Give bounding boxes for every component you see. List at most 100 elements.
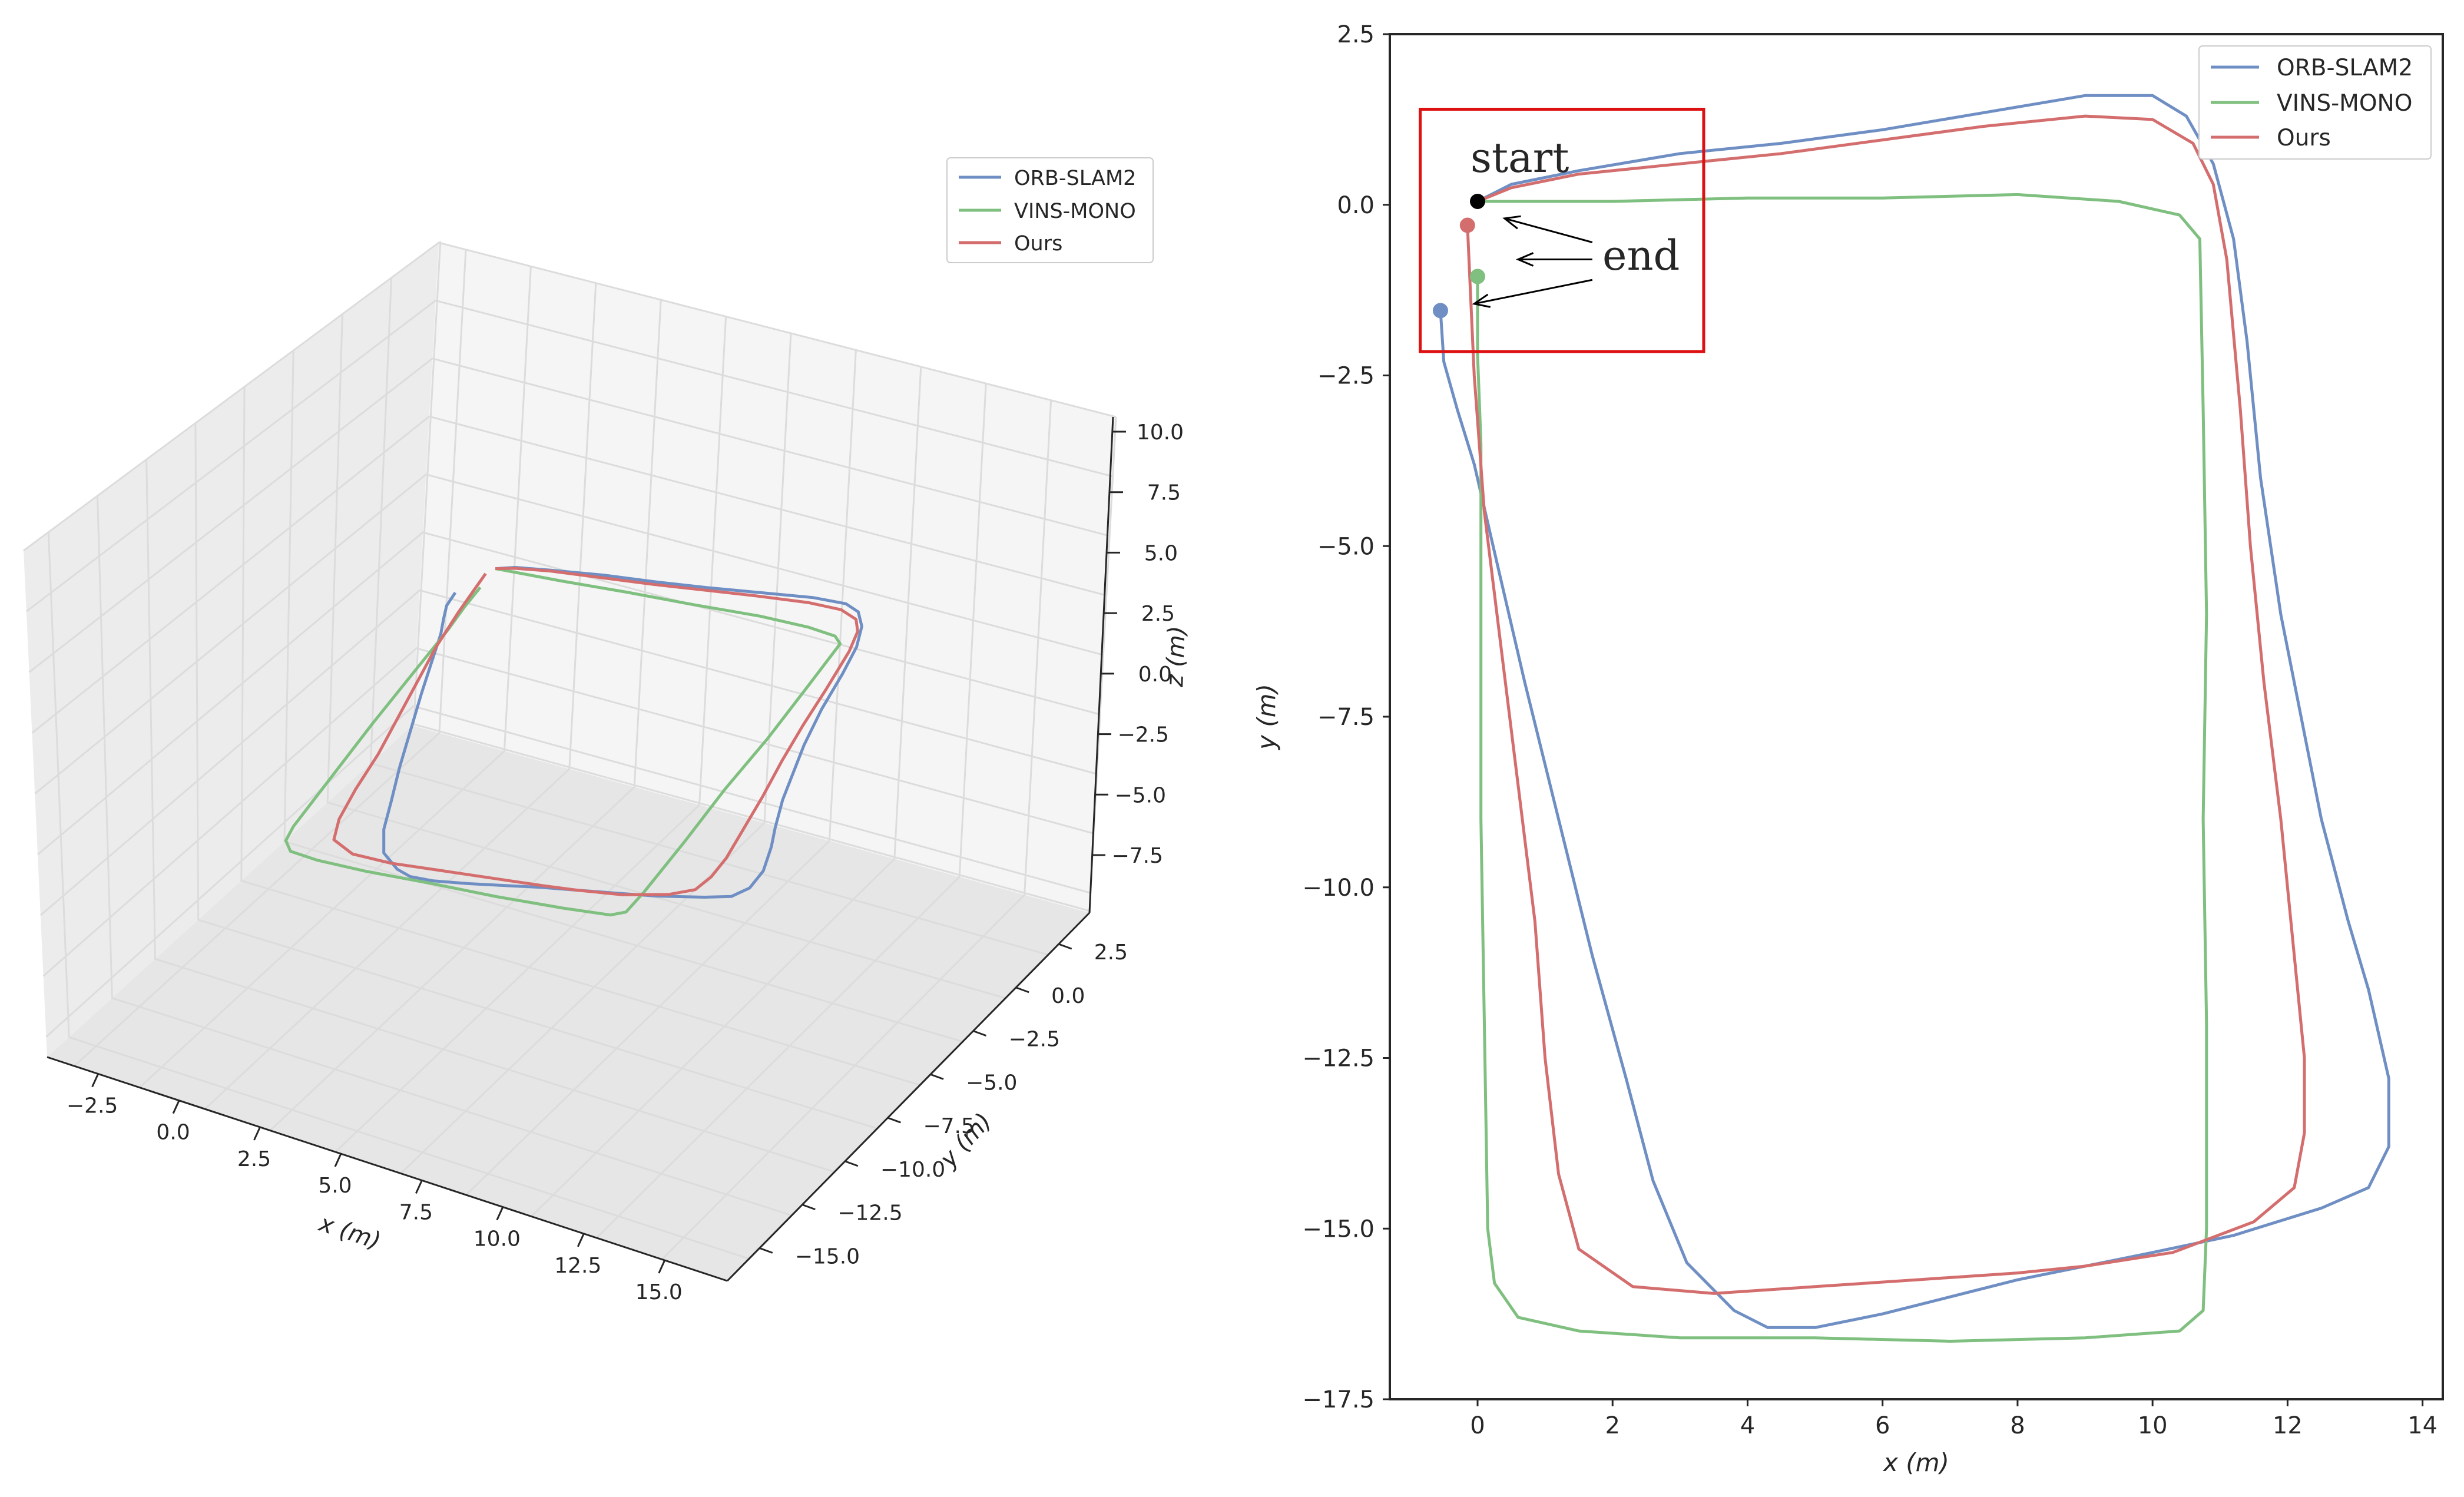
- trajectory-2d-orb-slam2: [1439, 94, 2390, 1329]
- legend-2d-orb-label: ORB-SLAM2: [2277, 55, 2413, 81]
- y2d-tick-label: 0.0: [1337, 192, 1375, 219]
- start-marker: [1470, 193, 1485, 209]
- x3d-label: x (m): [314, 1210, 383, 1255]
- grid3d-z-line: [34, 473, 1104, 794]
- y2d-tick-label: −2.5: [1317, 363, 1375, 390]
- grid3d-x-line: [531, 366, 922, 1217]
- grid3d-x-line: [465, 350, 857, 1196]
- grid3d-x-line: [139, 266, 532, 1088]
- 3d-ticks: −2.5 0.0 2.5 5.0 7.5 10.0 12.5 15.0 2.5 0.0 −2.5 −5…: [67, 420, 1184, 1304]
- grid3d-y-line: [47, 532, 750, 1260]
- 3d-trajectories: [284, 566, 863, 917]
- trajectory-3d-ours: [332, 567, 859, 896]
- x3d-tick: [496, 1206, 504, 1221]
- y-axis-line: [726, 912, 1091, 1282]
- x3d-tick-label: 5.0: [318, 1174, 352, 1198]
- legend-3d-ours-label: Ours: [1014, 232, 1062, 256]
- left-3d-plot: −2.5 0.0 2.5 5.0 7.5 10.0 12.5 15.0 2.5 0.0 −2.5 −5…: [23, 157, 1191, 1304]
- grid3d-z-line: [28, 357, 1110, 673]
- 2d-ticks: 0 2 4 6 8 10 12 14 2.5 0.0 −2.5 −5.0 −7.5 −10.0 −12.5 −…: [1302, 21, 2437, 1439]
- y3d-tick-label: 2.5: [1094, 940, 1128, 965]
- y3d-tick: [930, 1073, 944, 1080]
- x2d-label: x (m): [1882, 1448, 1949, 1477]
- x-axis-line: [47, 1056, 728, 1282]
- grid3d-x-line: [661, 400, 1052, 1260]
- end-arrow: [1504, 217, 1593, 243]
- x3d-tick: [91, 1073, 99, 1088]
- end-arrow-head: [1515, 252, 1534, 267]
- grid3d-z-line: [37, 531, 1101, 856]
- y2d-tick-label: 2.5: [1337, 21, 1375, 48]
- x3d-tick: [577, 1233, 585, 1247]
- y3d-tick: [973, 1030, 987, 1037]
- z3d-tick-label: 10.0: [1137, 420, 1184, 445]
- end-arrow-head: [1472, 293, 1491, 308]
- z3d-tick-label: 0.0: [1138, 663, 1172, 687]
- x2d-tick-label: 12: [2273, 1412, 2303, 1439]
- y3d-tick: [844, 1160, 859, 1167]
- grid3d-x-line: [74, 249, 467, 1067]
- x3d-tick: [658, 1260, 666, 1274]
- z3d-tick-label: 7.5: [1147, 481, 1181, 505]
- x3d-tick-label: 12.5: [554, 1254, 601, 1278]
- grid3d-x-line: [596, 383, 987, 1239]
- grid3d-y-line: [96, 495, 792, 1217]
- trajectory-3d-orb-slam2: [382, 566, 863, 899]
- legend-2d-vins-label: VINS-MONO: [2277, 90, 2412, 117]
- x2d-tick-label: 4: [1740, 1412, 1755, 1439]
- y2d-tick-label: −5.0: [1317, 533, 1375, 560]
- grid3d-y-line: [240, 386, 920, 1086]
- y3d-tick: [887, 1117, 901, 1124]
- y3d-tick-label: −7.5: [923, 1114, 974, 1138]
- x2d-tick-label: 2: [1605, 1412, 1620, 1439]
- end-arrow: [1473, 279, 1593, 305]
- grid3d-z-line: [31, 415, 1107, 734]
- grid3d-x-line: [400, 333, 792, 1174]
- x3d-tick-label: 15.0: [635, 1280, 683, 1304]
- y2d-tick-label: −7.5: [1317, 704, 1375, 731]
- grid3d-z-line: [42, 647, 1094, 977]
- trajectory-3d-vins-mono: [284, 567, 842, 917]
- grid3d-y-line: [194, 423, 878, 1130]
- z-axis-line: [1088, 416, 1114, 913]
- x3d-tick: [253, 1127, 261, 1141]
- x2d-tick-label: 10: [2138, 1412, 2168, 1439]
- z3d-label: z (m): [1161, 625, 1191, 688]
- trajectory-2d-ours: [1466, 114, 2306, 1295]
- end-label: end: [1602, 231, 1680, 280]
- y2d-label: y (m): [1252, 684, 1281, 751]
- annotations: start end: [1432, 134, 1680, 319]
- right-2d-plot: 0 2 4 6 8 10 12 14 2.5 0.0 −2.5 −5.0 −7.5 −10.0 −12.5 −…: [1252, 21, 2444, 1477]
- x3d-tick-label: 10.0: [473, 1227, 521, 1251]
- y3d-tick: [802, 1204, 816, 1211]
- y2d-tick-label: −12.5: [1302, 1045, 1375, 1072]
- x3d-tick: [172, 1100, 180, 1114]
- legend-2d: ORB-SLAM2 VINS-MONO Ours: [2198, 45, 2432, 160]
- legend-3d: ORB-SLAM2 VINS-MONO Ours: [946, 157, 1154, 263]
- legend-3d-orb-label: ORB-SLAM2: [1014, 167, 1136, 190]
- y2d-tick-label: −10.0: [1302, 875, 1375, 902]
- grid3d-z-line: [39, 589, 1097, 916]
- y3d-tick: [1058, 943, 1072, 950]
- side-pane: [24, 243, 439, 1057]
- end-marker-orb-slam2: [1432, 303, 1448, 319]
- legend-3d-box: [946, 157, 1154, 263]
- grid3d-x-line: [269, 300, 662, 1131]
- z3d-tick-label: −7.5: [1112, 844, 1163, 868]
- grid3d-x-line: [204, 283, 597, 1110]
- x3d-tick-label: 0.0: [156, 1121, 190, 1145]
- y2d-tick-label: −15.0: [1302, 1216, 1375, 1243]
- grid3d-z-line: [25, 299, 1113, 612]
- x3d-tick-label: 2.5: [237, 1147, 271, 1171]
- y3d-tick-label: −12.5: [837, 1201, 902, 1226]
- start-label: start: [1471, 134, 1569, 182]
- grid3d-y-line: [145, 459, 835, 1173]
- legend-2d-box: [2198, 45, 2432, 160]
- grid3d-x-line: [335, 316, 727, 1153]
- highlight-box: [1419, 107, 1705, 353]
- y3d-tick-label: −5.0: [966, 1071, 1017, 1095]
- y3d-tick: [759, 1247, 773, 1254]
- grid3d-y-line: [283, 350, 963, 1043]
- x2d-tick-label: 14: [2407, 1412, 2437, 1439]
